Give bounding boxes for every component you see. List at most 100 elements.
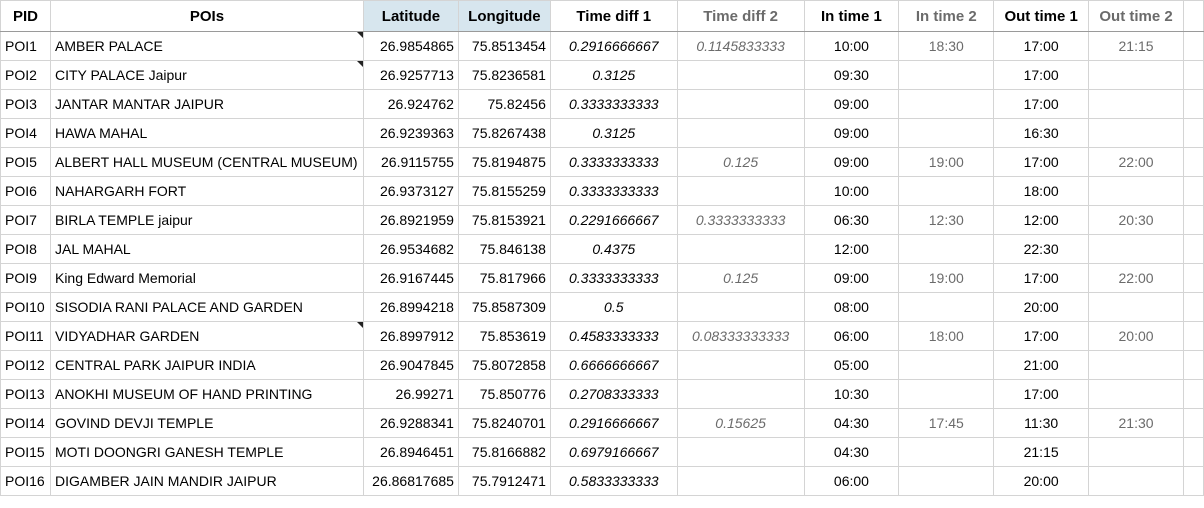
cell-empty[interactable] <box>1183 466 1204 496</box>
cell-out-time-1[interactable]: 17:00 <box>993 263 1090 293</box>
cell-empty[interactable] <box>1183 89 1204 119</box>
cell-time-diff-2[interactable]: 0.3333333333 <box>676 205 805 235</box>
cell-poi[interactable]: NAHARGARH FORT <box>49 176 364 206</box>
cell-in-time-2[interactable] <box>898 292 995 322</box>
cell-time-diff-2[interactable]: 0.125 <box>676 263 805 293</box>
header-pid[interactable]: PID <box>0 0 51 32</box>
cell-poi[interactable]: JANTAR MANTAR JAIPUR <box>49 89 364 119</box>
cell-latitude[interactable]: 26.99271 <box>362 379 459 409</box>
cell-time-diff-1[interactable]: 0.3333333333 <box>549 176 678 206</box>
cell-pid[interactable]: POI6 <box>0 176 51 206</box>
cell-out-time-2[interactable]: 22:00 <box>1088 147 1184 177</box>
cell-out-time-1[interactable]: 17:00 <box>993 31 1090 61</box>
cell-in-time-2[interactable] <box>898 437 995 467</box>
cell-in-time-1[interactable]: 10:30 <box>803 379 900 409</box>
cell-poi[interactable]: JAL MAHAL <box>49 234 364 264</box>
cell-longitude[interactable]: 75.8236581 <box>457 60 551 90</box>
cell-in-time-1[interactable]: 08:00 <box>803 292 900 322</box>
cell-out-time-2[interactable]: 21:15 <box>1088 31 1184 61</box>
cell-empty[interactable] <box>1183 379 1204 409</box>
header-out-time-1[interactable]: Out time 1 <box>993 0 1090 32</box>
cell-in-time-2[interactable] <box>898 118 995 148</box>
cell-pid[interactable]: POI3 <box>0 89 51 119</box>
cell-out-time-1[interactable]: 22:30 <box>993 234 1090 264</box>
cell-poi[interactable]: AMBER PALACE <box>49 31 364 61</box>
cell-in-time-2[interactable]: 17:45 <box>898 408 995 438</box>
cell-in-time-1[interactable]: 05:00 <box>803 350 900 380</box>
header-longitude[interactable]: Longitude <box>457 0 551 32</box>
cell-time-diff-2[interactable]: 0.15625 <box>676 408 805 438</box>
cell-out-time-2[interactable] <box>1088 292 1184 322</box>
cell-empty[interactable] <box>1183 321 1204 351</box>
cell-longitude[interactable]: 75.8072858 <box>457 350 551 380</box>
cell-time-diff-1[interactable]: 0.2291666667 <box>549 205 678 235</box>
cell-time-diff-2[interactable] <box>676 292 805 322</box>
cell-pid[interactable]: POI4 <box>0 118 51 148</box>
cell-in-time-1[interactable]: 06:30 <box>803 205 900 235</box>
cell-latitude[interactable]: 26.9047845 <box>362 350 459 380</box>
cell-poi[interactable]: CITY PALACE Jaipur <box>49 60 364 90</box>
cell-latitude[interactable]: 26.9854865 <box>362 31 459 61</box>
cell-time-diff-1[interactable]: 0.2916666667 <box>549 408 678 438</box>
comment-indicator-icon[interactable] <box>356 322 363 328</box>
cell-time-diff-2[interactable]: 0.125 <box>676 147 805 177</box>
cell-in-time-1[interactable]: 04:30 <box>803 408 900 438</box>
cell-pid[interactable]: POI14 <box>0 408 51 438</box>
cell-latitude[interactable]: 26.9257713 <box>362 60 459 90</box>
cell-time-diff-2[interactable] <box>676 466 805 496</box>
cell-longitude[interactable]: 75.8267438 <box>457 118 551 148</box>
cell-longitude[interactable]: 75.8166882 <box>457 437 551 467</box>
cell-pid[interactable]: POI7 <box>0 205 51 235</box>
cell-time-diff-1[interactable]: 0.5 <box>549 292 678 322</box>
cell-longitude[interactable]: 75.853619 <box>457 321 551 351</box>
cell-pid[interactable]: POI9 <box>0 263 51 293</box>
cell-empty[interactable] <box>1183 292 1204 322</box>
cell-in-time-2[interactable]: 19:00 <box>898 147 995 177</box>
cell-out-time-2[interactable] <box>1088 118 1184 148</box>
cell-poi[interactable]: VIDYADHAR GARDEN <box>49 321 364 351</box>
cell-out-time-2[interactable] <box>1088 466 1184 496</box>
cell-empty[interactable] <box>1183 205 1204 235</box>
cell-empty[interactable] <box>1183 437 1204 467</box>
cell-empty[interactable] <box>1183 31 1204 61</box>
cell-in-time-2[interactable] <box>898 89 995 119</box>
cell-in-time-2[interactable] <box>898 350 995 380</box>
cell-latitude[interactable]: 26.9288341 <box>362 408 459 438</box>
header-in-time-1[interactable]: In time 1 <box>803 0 900 32</box>
cell-latitude[interactable]: 26.9239363 <box>362 118 459 148</box>
cell-longitude[interactable]: 75.850776 <box>457 379 551 409</box>
cell-empty[interactable] <box>1183 147 1204 177</box>
header-latitude[interactable]: Latitude <box>362 0 459 32</box>
cell-out-time-2[interactable]: 20:30 <box>1088 205 1184 235</box>
cell-in-time-2[interactable]: 18:00 <box>898 321 995 351</box>
cell-in-time-2[interactable] <box>898 379 995 409</box>
cell-longitude[interactable]: 75.8240701 <box>457 408 551 438</box>
cell-out-time-1[interactable]: 20:00 <box>993 292 1090 322</box>
cell-empty[interactable] <box>1183 234 1204 264</box>
comment-indicator-icon[interactable] <box>356 61 363 67</box>
cell-in-time-2[interactable] <box>898 466 995 496</box>
cell-empty[interactable] <box>1183 60 1204 90</box>
cell-time-diff-1[interactable]: 0.5833333333 <box>549 466 678 496</box>
cell-empty[interactable] <box>1183 118 1204 148</box>
cell-time-diff-2[interactable] <box>676 118 805 148</box>
cell-pid[interactable]: POI16 <box>0 466 51 496</box>
cell-latitude[interactable]: 26.9115755 <box>362 147 459 177</box>
cell-latitude[interactable]: 26.8921959 <box>362 205 459 235</box>
cell-latitude[interactable]: 26.86817685 <box>362 466 459 496</box>
cell-out-time-2[interactable] <box>1088 89 1184 119</box>
cell-time-diff-1[interactable]: 0.2916666667 <box>549 31 678 61</box>
cell-time-diff-2[interactable] <box>676 379 805 409</box>
cell-time-diff-1[interactable]: 0.2708333333 <box>549 379 678 409</box>
cell-in-time-1[interactable]: 06:00 <box>803 466 900 496</box>
cell-out-time-2[interactable]: 20:00 <box>1088 321 1184 351</box>
cell-poi[interactable]: GOVIND DEVJI TEMPLE <box>49 408 364 438</box>
cell-out-time-2[interactable]: 21:30 <box>1088 408 1184 438</box>
cell-pid[interactable]: POI15 <box>0 437 51 467</box>
cell-latitude[interactable]: 26.9167445 <box>362 263 459 293</box>
cell-in-time-2[interactable] <box>898 176 995 206</box>
cell-in-time-2[interactable] <box>898 234 995 264</box>
cell-longitude[interactable]: 75.8153921 <box>457 205 551 235</box>
cell-longitude[interactable]: 75.7912471 <box>457 466 551 496</box>
cell-time-diff-1[interactable]: 0.3125 <box>549 118 678 148</box>
